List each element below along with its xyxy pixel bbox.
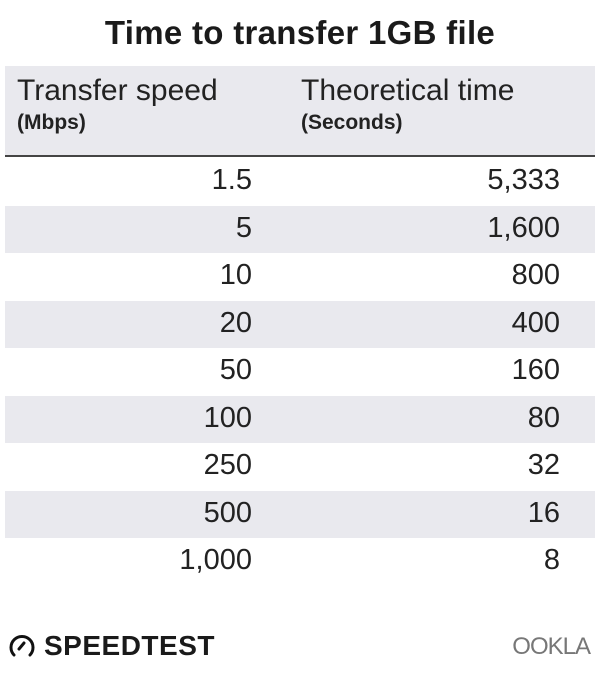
cell-time: 5,333 xyxy=(487,164,560,196)
cell-speed: 250 xyxy=(203,449,252,481)
table-body: 1.5 5,333 5 1,600 10 800 20 400 50 160 100 80 250 32 5… xyxy=(5,158,595,586)
table-row: 5 1,600 xyxy=(5,205,595,253)
table-row: 1,000 8 xyxy=(5,538,595,586)
cell-time: 80 xyxy=(527,401,560,434)
column-header-speed: Transfer speed (Mbps) xyxy=(17,74,218,135)
ookla-logo: OOKLA xyxy=(512,633,591,660)
cell-time: 32 xyxy=(527,449,560,481)
cell-speed: 500 xyxy=(203,496,252,529)
header-label: Theoretical time xyxy=(301,74,515,107)
cell-time: 16 xyxy=(527,496,560,529)
cell-time: 400 xyxy=(511,306,560,339)
table-row: 10 800 xyxy=(5,253,595,301)
cell-time: 8 xyxy=(543,544,560,576)
cell-speed: 20 xyxy=(219,306,252,339)
table-row: 100 80 xyxy=(5,395,595,443)
column-header-time: Theoretical time (Seconds) xyxy=(301,74,514,135)
cell-speed: 10 xyxy=(219,259,252,291)
cell-time: 800 xyxy=(511,259,560,291)
speedtest-wordmark: SPEEDTEST xyxy=(44,630,215,661)
table-row: 50 160 xyxy=(5,348,595,396)
cell-speed: 1,000 xyxy=(179,544,252,576)
cell-time: 160 xyxy=(511,354,560,386)
chart-title: Time to transfer 1GB file xyxy=(104,14,496,51)
table-row: 20 400 xyxy=(5,300,595,348)
cell-speed: 50 xyxy=(219,354,252,386)
speedtest-logo: SPEEDTEST xyxy=(8,630,215,662)
table-header: Transfer speed (Mbps) Theoretical time (Se… xyxy=(5,66,595,157)
cell-speed: 100 xyxy=(203,401,252,434)
cell-time: 1,600 xyxy=(487,211,560,244)
cell-speed: 1.5 xyxy=(211,164,252,196)
table-row: 500 16 xyxy=(5,490,595,538)
header-unit: (Mbps) xyxy=(17,111,86,134)
header-label: Transfer speed xyxy=(17,74,218,107)
table-row: 1.5 5,333 xyxy=(5,158,595,206)
header-unit: (Seconds) xyxy=(301,111,403,134)
table-row: 250 32 xyxy=(5,443,595,491)
gauge-icon xyxy=(9,635,35,657)
cell-speed: 5 xyxy=(235,211,252,244)
